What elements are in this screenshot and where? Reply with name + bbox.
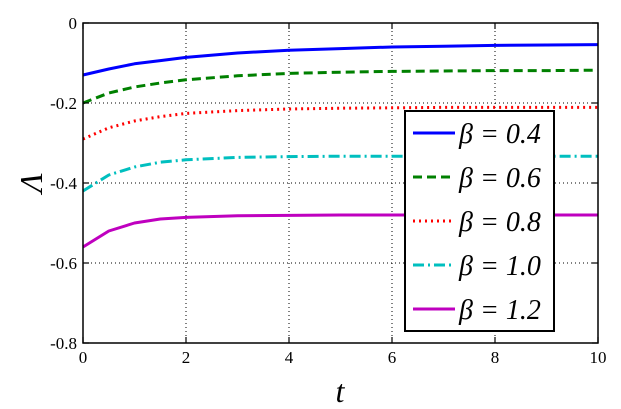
legend-label: β = 0.8	[458, 207, 541, 238]
legend-label: β = 1.0	[458, 251, 541, 282]
x-tick-label: 6	[388, 348, 397, 367]
series-line	[82, 154, 598, 193]
legend: β = 0.4 β = 0.6 β = 0.8 β = 1.0 β = 1.2	[404, 110, 555, 332]
x-tick-label: 4	[285, 348, 294, 367]
y-axis-label: Λ	[13, 173, 49, 196]
legend-label: β = 0.6	[458, 163, 541, 194]
y-tick-label: 0	[69, 14, 78, 33]
x-tick-label: 2	[182, 348, 191, 367]
y-tick-label: -0.8	[50, 334, 77, 353]
legend-label: β = 1.2	[458, 295, 541, 326]
y-tick-label: -0.6	[50, 254, 77, 273]
legend-label: β = 0.4	[458, 119, 541, 150]
axis-ticks: 0 2 4 6 8 10 -0.8 -0.6 -0.4 -0.2 0	[50, 14, 606, 367]
y-tick-label: -0.2	[50, 94, 77, 113]
x-tick-label: 10	[590, 348, 607, 367]
series-line	[82, 105, 598, 141]
x-tick-label: 8	[491, 348, 500, 367]
series-line	[82, 43, 599, 77]
y-tick-label: -0.4	[50, 174, 77, 193]
legend-box	[404, 110, 555, 332]
series-lines	[82, 43, 599, 249]
x-axis-label: t	[336, 373, 346, 409]
x-tick-label: 0	[79, 348, 88, 367]
